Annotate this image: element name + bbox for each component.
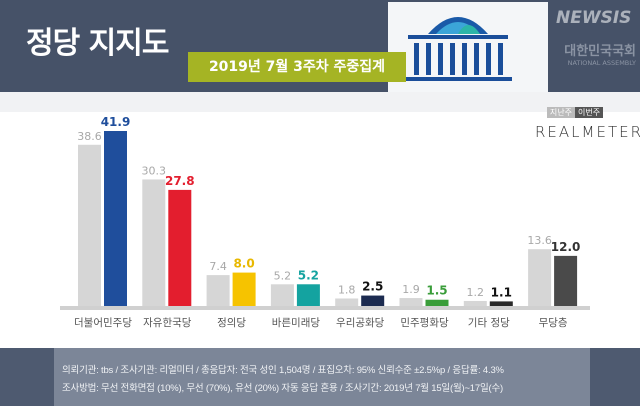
value-label-curr: 1.1	[491, 285, 512, 299]
category-label: 정의당	[217, 317, 246, 329]
baseline	[60, 306, 590, 310]
bar-prev	[142, 179, 166, 306]
bar-prev	[270, 284, 294, 306]
value-label-curr: 5.2	[298, 268, 319, 282]
bar-curr	[232, 272, 256, 306]
category-label: 기타 정당	[468, 317, 510, 329]
value-label-prev: 5.2	[274, 269, 292, 282]
category-label: 민주평화당	[400, 317, 449, 329]
bar-prev	[528, 249, 552, 306]
legend-prev: 지난주	[546, 107, 575, 118]
value-label-curr: 8.0	[233, 257, 254, 271]
value-label-prev: 1.2	[467, 286, 485, 299]
value-label-prev: 30.3	[142, 164, 167, 177]
source-logo: REALMETER	[535, 123, 640, 141]
bar-curr	[296, 284, 320, 306]
bar-chart: 38.641.9 더불어민주당 30.327.8 자유한국당 7.4 8.0 정의당 5.2 5…	[60, 115, 590, 329]
bar-prev	[335, 298, 359, 306]
header: 정당 지지도 2019년 7월 3주차 주중집계 대한민국국회 NATIONAL…	[0, 0, 640, 92]
subtitle-badge: 2019년 7월 3주차 주중집계	[188, 52, 406, 82]
footer-line-2: 조사방법: 무선 전화면접 (10%), 무선 (70%), 유선 (20%) …	[62, 383, 503, 394]
category-label: 더불어민주당	[74, 317, 132, 329]
bar-prev	[78, 144, 101, 306]
value-label-curr: 2.5	[362, 280, 383, 294]
assembly-label: 대한민국국회 NATIONAL ASSEMBLY	[552, 40, 636, 67]
category-label: 무당층	[539, 317, 568, 329]
category-label: 바른미래당	[272, 317, 321, 329]
bar-curr	[168, 189, 192, 306]
legend-curr: 이번주	[575, 107, 604, 118]
category-label: 자유한국당	[143, 317, 192, 329]
value-label-prev: 1.8	[338, 283, 356, 296]
footer: 의뢰기관: tbs / 조사기관: 리얼미터 / 총응답자: 전국 성인 1,5…	[0, 348, 640, 406]
watermark: NEWSIS	[556, 8, 632, 28]
legend: 지난주 이번주 REALMETER	[535, 100, 640, 141]
value-label-prev: 13.6	[527, 234, 552, 247]
value-label-curr: 27.8	[165, 174, 195, 188]
divider-band	[0, 92, 640, 112]
value-label-prev: 38.6	[77, 130, 102, 143]
bar-prev	[463, 300, 487, 306]
bar-curr	[104, 131, 127, 306]
national-assembly-logo	[388, 2, 548, 92]
value-label-curr: 1.5	[426, 284, 447, 298]
bar-curr	[425, 299, 449, 306]
bar-prev	[399, 298, 423, 306]
value-label-prev: 1.9	[402, 283, 420, 296]
footer-line-1: 의뢰기관: tbs / 조사기관: 리얼미터 / 총응답자: 전국 성인 1,5…	[62, 365, 504, 376]
bar-curr	[361, 295, 385, 306]
value-label-curr: 12.0	[551, 240, 581, 254]
bar-curr	[489, 301, 513, 306]
assembly-kr: 대한민국국회	[564, 44, 636, 59]
bar-prev	[206, 275, 230, 306]
category-label: 우리공화당	[336, 317, 385, 329]
value-label-prev: 7.4	[209, 260, 227, 273]
assembly-en: NATIONAL ASSEMBLY	[567, 59, 636, 67]
value-label-curr: 41.9	[101, 115, 131, 129]
assembly-building-icon	[404, 17, 512, 81]
bar-curr	[554, 255, 578, 306]
page-title: 정당 지지도	[26, 26, 169, 61]
